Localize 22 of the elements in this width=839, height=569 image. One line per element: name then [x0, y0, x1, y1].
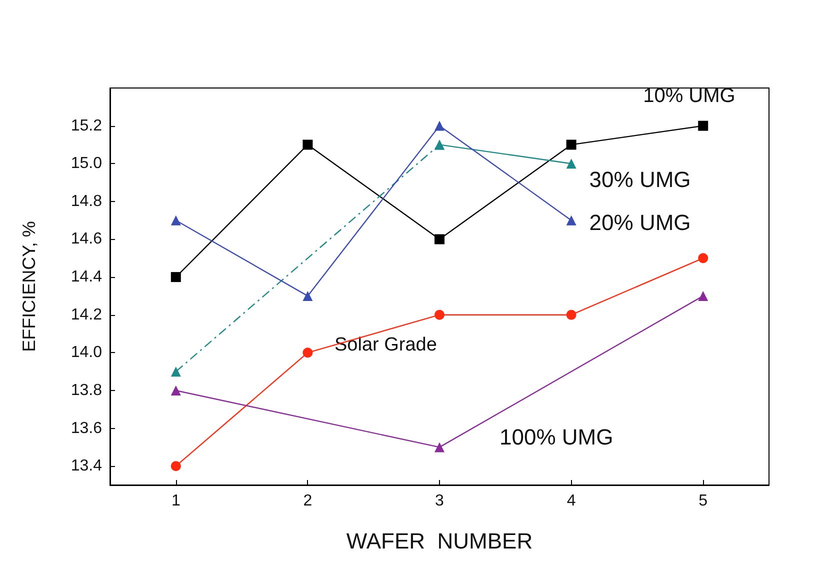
y-tick-label: 14.8: [70, 192, 102, 210]
y-tick-label: 14.2: [70, 306, 102, 324]
series-label: 20% UMG: [589, 210, 691, 235]
series-label: 30% UMG: [589, 167, 691, 192]
x-tick-label: 5: [698, 492, 708, 510]
x-tick-label: 1: [171, 492, 180, 510]
y-axis-title: EFFICIENCY, %: [19, 221, 39, 352]
x-tick-label: 3: [435, 492, 444, 510]
x-tick-label: 2: [303, 492, 312, 510]
y-tick-label: 15.2: [70, 117, 102, 134]
x-axis-title: WAFER NUMBER: [346, 528, 533, 554]
y-tick-label: 14.6: [70, 230, 102, 248]
y-tick-label: 15.0: [70, 155, 102, 172]
y-tick-label: 13.8: [70, 382, 102, 399]
series-label: 100% UMG: [500, 424, 614, 450]
series-label: 10% UMG: [643, 84, 736, 107]
y-tick-label: 13.6: [70, 420, 102, 437]
y-tick-label: 13.4: [70, 458, 102, 475]
y-tick-label: 14.0: [70, 344, 102, 362]
series-label: Solar Grade: [334, 334, 437, 356]
x-tick-label: 4: [566, 492, 576, 510]
y-tick-label: 14.4: [70, 268, 102, 286]
